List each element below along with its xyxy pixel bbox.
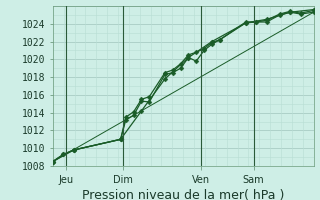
X-axis label: Pression niveau de la mer( hPa ): Pression niveau de la mer( hPa ): [82, 189, 284, 200]
